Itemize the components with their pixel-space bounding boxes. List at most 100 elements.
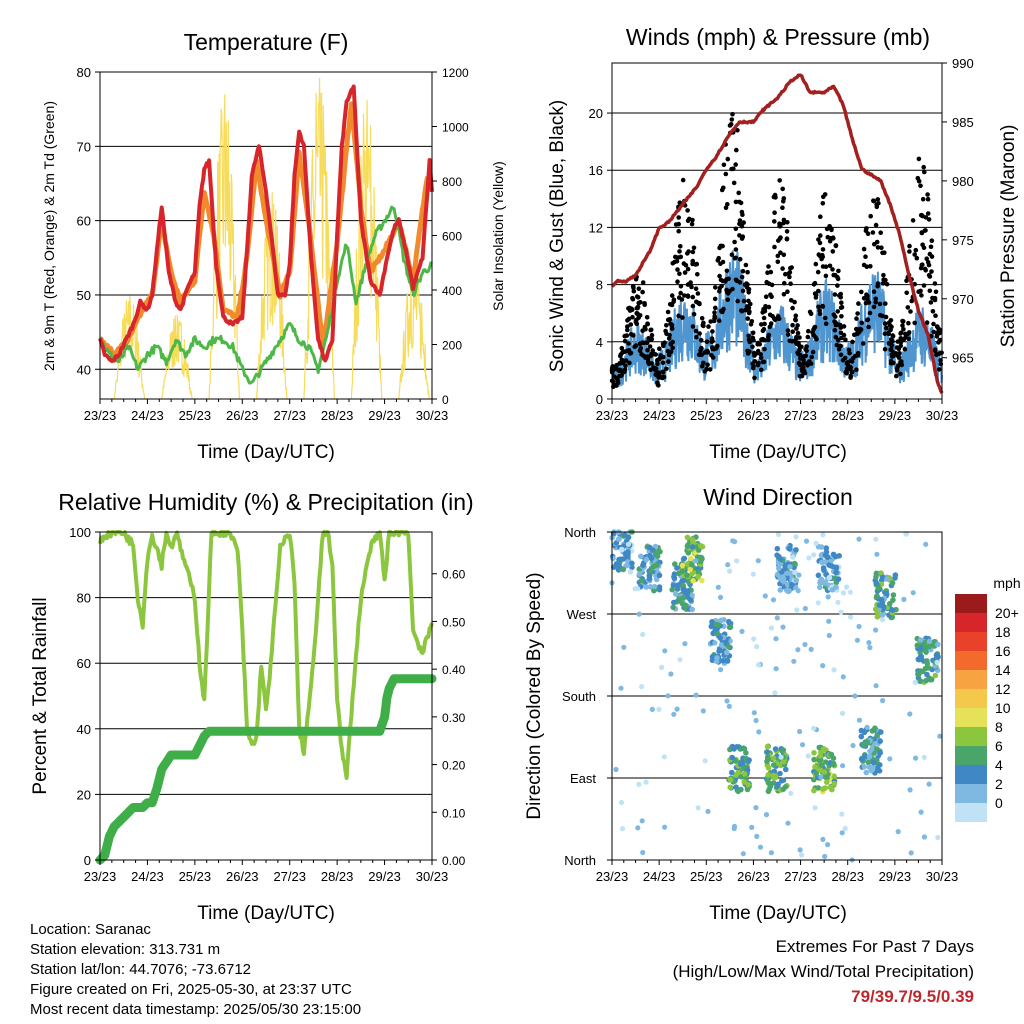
gust-point bbox=[676, 228, 681, 234]
gust-point bbox=[910, 218, 916, 223]
direction-point bbox=[671, 599, 677, 606]
colorbar-label: 16 bbox=[995, 643, 1011, 659]
gust-point bbox=[762, 321, 767, 327]
direction-point bbox=[689, 544, 696, 550]
direction-point bbox=[635, 825, 641, 831]
direction-point bbox=[640, 849, 646, 856]
gust-point bbox=[643, 355, 648, 361]
direction-point bbox=[901, 596, 907, 603]
direction-point bbox=[689, 561, 695, 568]
direction-point bbox=[725, 644, 732, 650]
direction-point bbox=[863, 769, 870, 776]
direction-point bbox=[826, 618, 832, 624]
x-tick-label: 25/23 bbox=[690, 869, 723, 884]
direction-point bbox=[820, 532, 826, 538]
x-tick-label: 25/23 bbox=[179, 869, 212, 884]
gust-point bbox=[631, 288, 637, 294]
direction-point bbox=[813, 770, 820, 777]
gust-point bbox=[894, 373, 899, 379]
gust-point bbox=[723, 171, 729, 177]
x-tick-label: 27/23 bbox=[784, 869, 817, 884]
gust-point bbox=[664, 366, 669, 372]
direction-point bbox=[679, 600, 686, 607]
direction-point bbox=[687, 566, 693, 573]
direction-point bbox=[730, 538, 736, 544]
colorbar-swatch bbox=[955, 651, 987, 670]
direction-point bbox=[677, 657, 683, 663]
direction-point bbox=[724, 658, 731, 664]
y-tick-label: 0 bbox=[84, 853, 91, 868]
gust-point bbox=[875, 245, 881, 250]
direction-point bbox=[763, 812, 770, 818]
gust-point bbox=[793, 317, 798, 323]
y2-tick-label: 1000 bbox=[442, 121, 469, 135]
direction-point bbox=[638, 553, 644, 560]
gust-point bbox=[836, 268, 841, 274]
dewpoint-line bbox=[98, 205, 434, 385]
direction-point bbox=[831, 667, 837, 673]
colorbar-swatch bbox=[955, 632, 987, 651]
direction-point bbox=[717, 635, 723, 641]
gust-point bbox=[682, 293, 687, 298]
gust-point bbox=[720, 243, 725, 249]
gust-point bbox=[789, 265, 794, 270]
x-tick-label: 23/23 bbox=[596, 869, 629, 884]
direction-point bbox=[649, 706, 655, 713]
y2-tick-label: 980 bbox=[952, 174, 974, 189]
gust-point bbox=[855, 353, 861, 358]
direction-point bbox=[780, 786, 787, 792]
gust-point bbox=[823, 273, 829, 279]
direction-point bbox=[750, 571, 757, 577]
x-tick-label: 27/23 bbox=[273, 869, 306, 884]
x-tick-label: 23/23 bbox=[596, 408, 629, 423]
gust-point bbox=[812, 324, 818, 330]
gust-point bbox=[690, 303, 696, 309]
gust-point bbox=[832, 327, 838, 333]
direction-point bbox=[793, 534, 799, 540]
direction-point bbox=[819, 559, 826, 565]
colorbar-swatch bbox=[955, 594, 987, 613]
direction-point bbox=[679, 562, 686, 569]
direction-point bbox=[873, 573, 879, 580]
gust-point bbox=[617, 373, 622, 379]
gust-point bbox=[894, 367, 900, 373]
gust-point bbox=[883, 277, 888, 283]
x-tick-label: 24/23 bbox=[643, 408, 676, 423]
direction-point bbox=[727, 624, 734, 630]
gust-point bbox=[799, 355, 805, 361]
gust-point bbox=[673, 222, 679, 227]
gust-point bbox=[619, 345, 625, 351]
gust-point bbox=[760, 328, 766, 334]
gust-point bbox=[861, 262, 867, 268]
gust-point bbox=[925, 211, 931, 216]
gust-point bbox=[644, 315, 650, 320]
direction-point bbox=[828, 751, 835, 758]
direction-point bbox=[762, 593, 768, 599]
gust-point bbox=[676, 295, 682, 300]
direction-point bbox=[933, 655, 940, 661]
colorbar-label: 0 bbox=[995, 795, 1003, 811]
direction-point bbox=[715, 622, 722, 628]
gust-point bbox=[785, 332, 791, 337]
solar-insolation-line bbox=[398, 262, 430, 400]
y2-tick-label: 0.20 bbox=[442, 759, 466, 773]
gust-point bbox=[763, 294, 769, 300]
direction-point bbox=[815, 785, 822, 791]
gust-point bbox=[926, 262, 932, 268]
direction-point bbox=[874, 593, 880, 599]
direction-point bbox=[749, 824, 755, 831]
y-tick-label: 40 bbox=[77, 362, 91, 377]
direction-point bbox=[775, 531, 782, 538]
direction-tick-label: West bbox=[567, 607, 597, 622]
direction-point bbox=[765, 754, 771, 760]
direction-point bbox=[640, 631, 646, 638]
gust-point bbox=[797, 373, 803, 379]
gust-point bbox=[933, 313, 938, 319]
direction-point bbox=[866, 753, 873, 760]
gust-point bbox=[745, 348, 750, 354]
colorbar-swatch bbox=[955, 689, 987, 708]
gust-point bbox=[835, 283, 840, 288]
gust-point bbox=[688, 280, 693, 285]
gust-point bbox=[649, 332, 655, 338]
gust-point bbox=[835, 276, 841, 282]
